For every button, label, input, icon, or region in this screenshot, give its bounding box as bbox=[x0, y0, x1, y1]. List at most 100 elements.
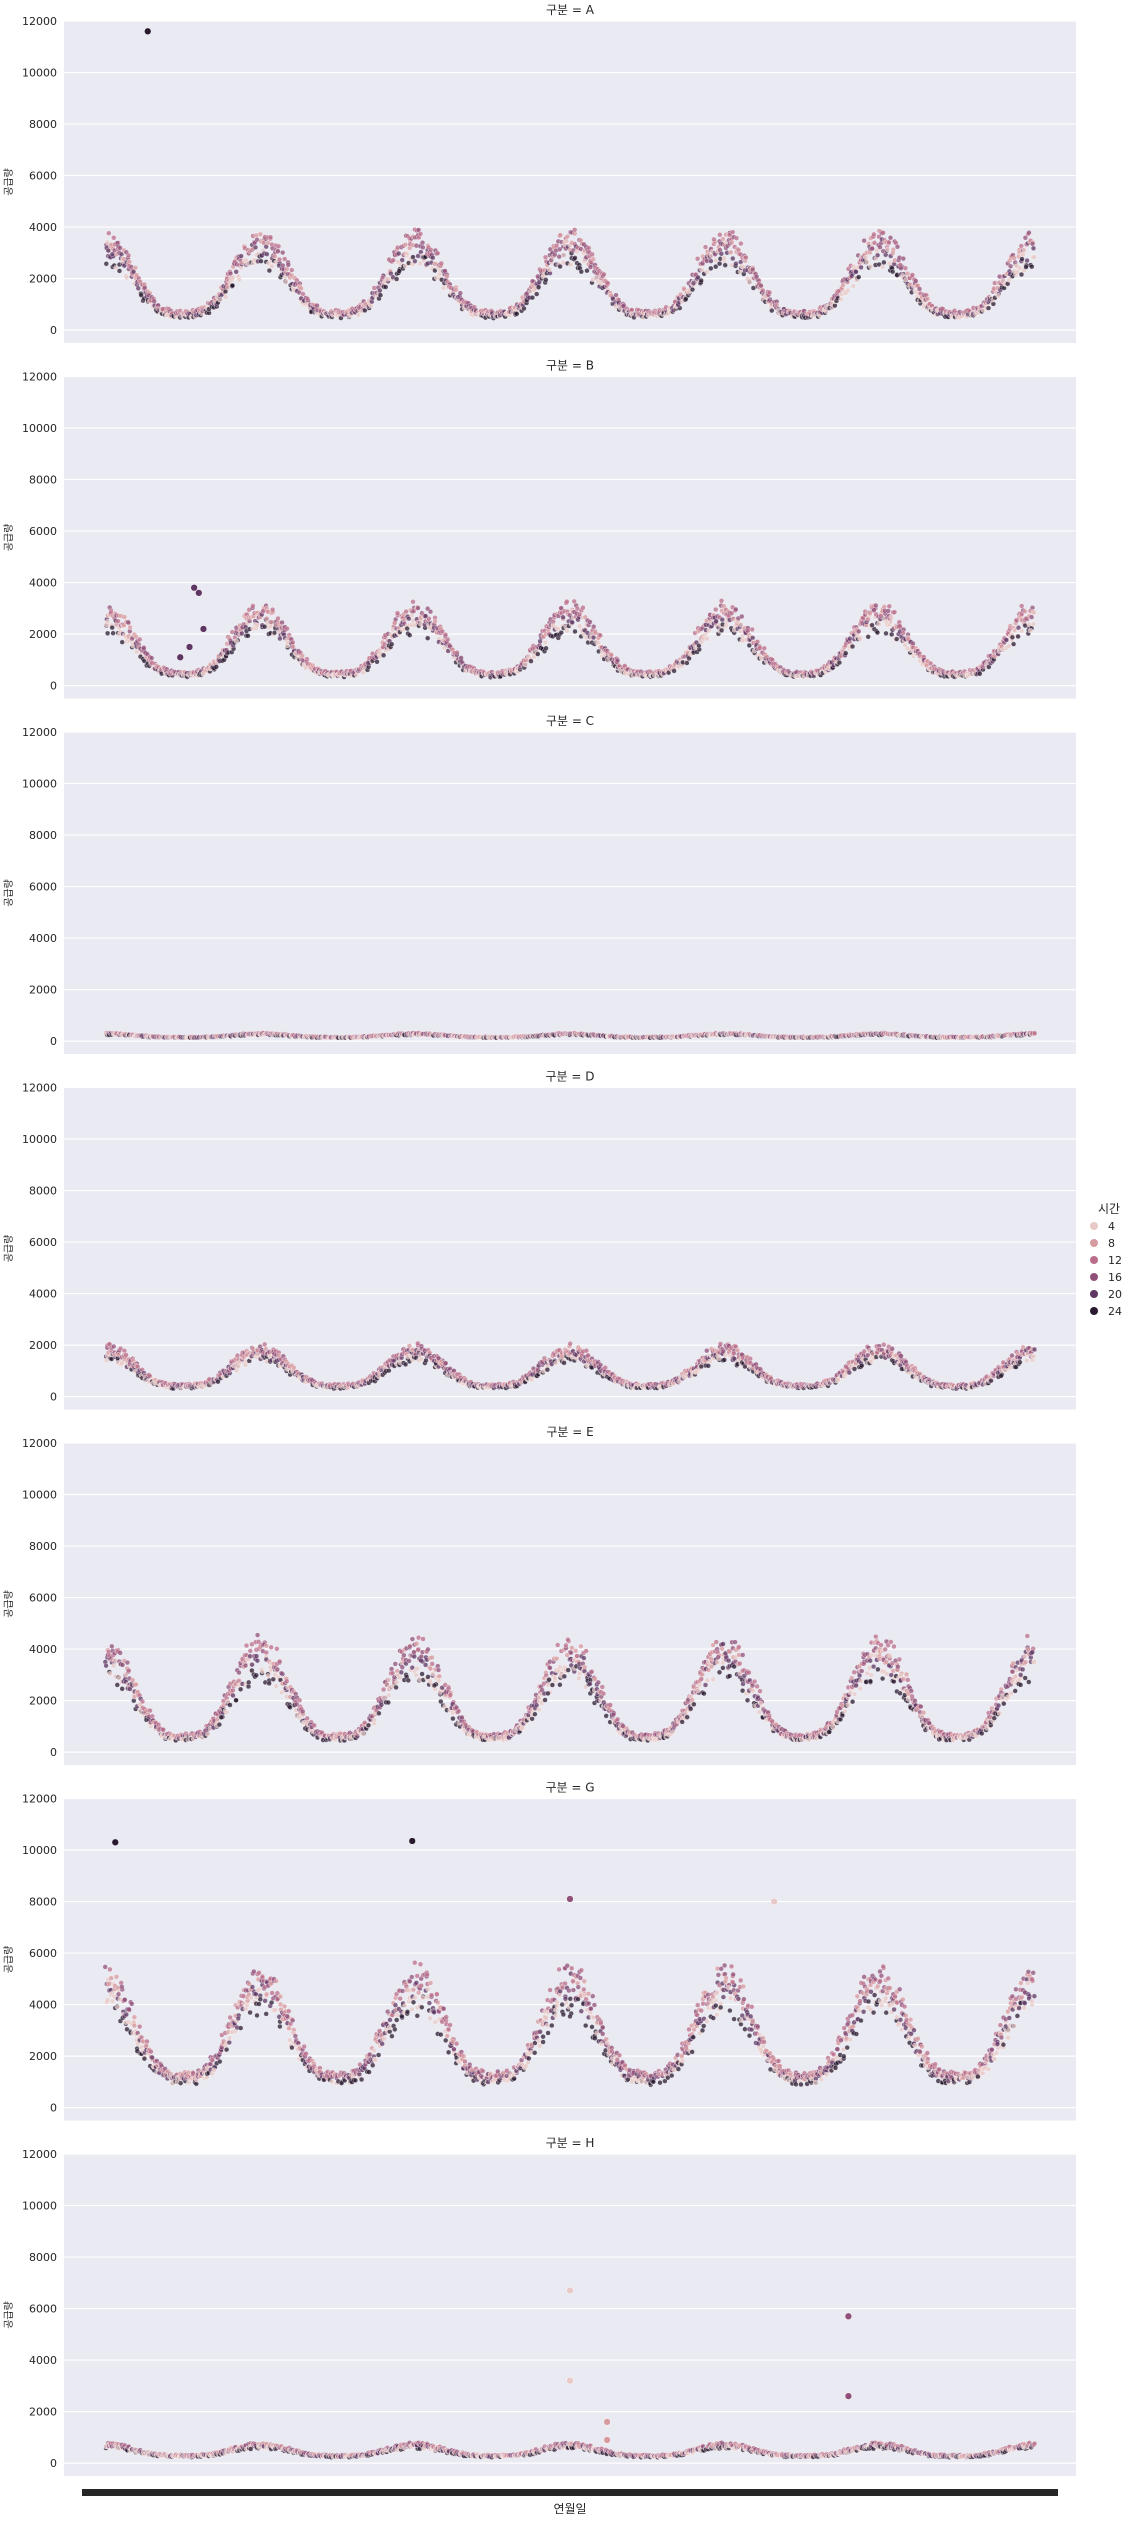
data-point bbox=[356, 312, 361, 317]
data-point bbox=[750, 627, 755, 632]
data-point bbox=[1011, 642, 1016, 647]
data-point bbox=[420, 240, 425, 245]
data-point bbox=[561, 253, 566, 258]
data-point bbox=[558, 233, 563, 238]
data-point bbox=[750, 636, 755, 641]
data-point bbox=[889, 632, 894, 637]
data-point bbox=[396, 251, 401, 256]
data-point bbox=[872, 232, 877, 237]
facet-title: 구분 = B bbox=[546, 359, 594, 373]
y-tick-label: 12000 bbox=[22, 371, 57, 384]
data-point bbox=[239, 631, 244, 636]
data-point bbox=[905, 271, 910, 276]
data-point bbox=[301, 292, 306, 297]
data-point bbox=[1019, 629, 1024, 634]
data-point bbox=[833, 303, 838, 308]
data-point bbox=[739, 614, 744, 619]
data-point bbox=[881, 230, 886, 235]
data-point bbox=[591, 624, 596, 629]
data-point bbox=[289, 268, 294, 273]
data-point bbox=[1006, 644, 1011, 649]
data-point bbox=[389, 642, 394, 647]
outlier-point bbox=[200, 626, 207, 633]
data-point bbox=[870, 246, 875, 251]
data-point bbox=[705, 636, 710, 641]
data-point bbox=[142, 645, 147, 650]
data-point bbox=[443, 632, 448, 637]
data-point bbox=[258, 232, 263, 237]
data-point bbox=[267, 268, 272, 273]
data-point bbox=[231, 275, 236, 280]
data-point bbox=[868, 264, 873, 269]
data-point bbox=[713, 264, 718, 269]
data-point bbox=[559, 630, 564, 635]
data-point bbox=[214, 665, 219, 670]
data-point bbox=[759, 283, 764, 288]
data-point bbox=[880, 264, 885, 269]
data-point bbox=[286, 263, 291, 268]
data-point bbox=[561, 260, 566, 265]
y-tick-label: 6000 bbox=[29, 881, 57, 894]
data-point bbox=[1022, 248, 1027, 253]
y-tick-label: 4000 bbox=[29, 577, 57, 590]
outlier-point bbox=[144, 28, 151, 35]
data-point bbox=[1027, 230, 1032, 235]
data-point bbox=[591, 635, 596, 640]
data-point bbox=[445, 274, 450, 279]
data-point bbox=[573, 256, 578, 261]
data-point bbox=[925, 296, 930, 301]
data-point bbox=[1010, 635, 1015, 640]
data-point bbox=[418, 232, 423, 237]
y-axis-label: 공급량 bbox=[3, 168, 15, 196]
data-point bbox=[391, 258, 396, 263]
data-point bbox=[856, 275, 861, 280]
data-point bbox=[708, 266, 713, 271]
data-point bbox=[152, 299, 157, 304]
data-point bbox=[898, 624, 903, 629]
data-point bbox=[116, 619, 121, 624]
data-point bbox=[564, 239, 569, 244]
data-point bbox=[280, 620, 285, 625]
data-point bbox=[719, 598, 724, 603]
data-point bbox=[270, 607, 275, 612]
data-point bbox=[441, 286, 446, 291]
data-point bbox=[134, 649, 139, 654]
data-point bbox=[1019, 244, 1024, 249]
y-tick-label: 4000 bbox=[29, 932, 57, 945]
data-point bbox=[602, 272, 607, 277]
data-point bbox=[862, 238, 867, 243]
data-point bbox=[411, 599, 416, 604]
data-point bbox=[234, 269, 239, 274]
data-point bbox=[695, 256, 700, 261]
data-point bbox=[739, 622, 744, 627]
data-point bbox=[913, 279, 918, 284]
data-point bbox=[714, 619, 719, 624]
y-tick-label: 4000 bbox=[29, 221, 57, 234]
data-point bbox=[557, 254, 562, 259]
data-point bbox=[873, 603, 878, 608]
data-point bbox=[105, 631, 110, 636]
y-tick-label: 2000 bbox=[29, 273, 57, 286]
y-axis-label: 공급량 bbox=[3, 524, 15, 552]
data-point bbox=[1029, 264, 1034, 269]
data-point bbox=[878, 245, 883, 250]
y-tick-label: 0 bbox=[50, 1035, 57, 1048]
data-point bbox=[435, 251, 440, 256]
data-point bbox=[283, 280, 288, 285]
data-point bbox=[455, 650, 460, 655]
data-point bbox=[887, 240, 892, 245]
data-point bbox=[543, 255, 548, 260]
data-point bbox=[734, 236, 739, 241]
data-point bbox=[428, 609, 433, 614]
data-point bbox=[739, 241, 744, 246]
data-point bbox=[1031, 622, 1036, 627]
data-point bbox=[270, 264, 275, 269]
data-point bbox=[445, 637, 450, 642]
data-point bbox=[886, 609, 891, 614]
data-point bbox=[903, 266, 908, 271]
data-point bbox=[901, 631, 906, 636]
data-point bbox=[722, 256, 727, 261]
data-point bbox=[416, 606, 421, 611]
data-point bbox=[378, 288, 383, 293]
